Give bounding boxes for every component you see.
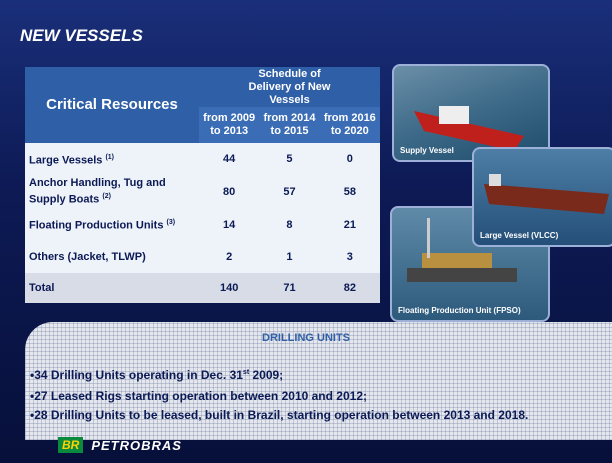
cell-value: 1 [259, 241, 319, 273]
cell-value: 71 [259, 273, 319, 303]
row-label-text: Anchor Handling, Tug and Supply Boats [29, 177, 166, 206]
bullet: •27 Leased Rigs starting operation betwe… [30, 389, 367, 403]
bullet-text: •34 Drilling Units operating in Dec. 31 [30, 368, 243, 382]
slide: NEW VESSELS Critical Resources Schedule … [0, 0, 612, 463]
bullet: •28 Drilling Units to be leased, built i… [30, 408, 528, 422]
table-row: Anchor Handling, Tug and Supply Boats (2… [25, 175, 380, 208]
slide-title: NEW VESSELS [20, 26, 143, 46]
cell-value: 14 [199, 208, 259, 241]
row-label-text: Large Vessels [29, 154, 102, 166]
logo-name: PETROBRAS [91, 438, 182, 453]
row-label: Anchor Handling, Tug and Supply Boats (2… [25, 175, 199, 208]
cell-value: 21 [320, 208, 380, 241]
cell-value: 2 [199, 241, 259, 273]
cell-value: 44 [199, 143, 259, 175]
bullet: •34 Drilling Units operating in Dec. 31s… [30, 368, 283, 382]
footnote-marker: (2) [102, 193, 111, 200]
row-label-text: Floating Production Units [29, 220, 163, 232]
cell-value: 58 [320, 175, 380, 208]
column-header: from 2009 to 2013 [199, 107, 259, 143]
photo: Large Vessel (VLCC) [472, 147, 612, 247]
cell-value: 5 [259, 143, 319, 175]
logo-mark: BR [58, 437, 83, 453]
column-header: from 2014 to 2015 [259, 107, 319, 143]
row-label-text: Others (Jacket, TLWP) [29, 251, 146, 263]
photo-caption: Supply Vessel [400, 146, 454, 155]
logo: BR PETROBRAS [58, 437, 182, 453]
column-header: from 2016 to 2020 [320, 107, 380, 143]
cell-value: 80 [199, 175, 259, 208]
row-label: Others (Jacket, TLWP) [25, 241, 199, 273]
cell-value: 140 [199, 273, 259, 303]
bullet-text: 2009; [249, 368, 283, 382]
group-header: Schedule of Delivery of New Vessels [199, 67, 380, 107]
footnote-marker: (1) [105, 154, 114, 161]
row-label: Floating Production Units (3) [25, 208, 199, 241]
corner-header: Critical Resources [25, 67, 199, 143]
row-label: Total [25, 273, 199, 303]
cell-value: 3 [320, 241, 380, 273]
cell-value: 0 [320, 143, 380, 175]
footnote-marker: (3) [167, 219, 176, 226]
cell-value: 8 [259, 208, 319, 241]
cell-value: 82 [320, 273, 380, 303]
vessel-table: Critical Resources Schedule of Delivery … [25, 67, 380, 303]
photo-caption: Floating Production Unit (FPSO) [398, 306, 521, 315]
drilling-title: DRILLING UNITS [0, 332, 612, 344]
photo-caption: Large Vessel (VLCC) [480, 231, 558, 240]
row-label: Large Vessels (1) [25, 143, 199, 175]
cell-value: 57 [259, 175, 319, 208]
